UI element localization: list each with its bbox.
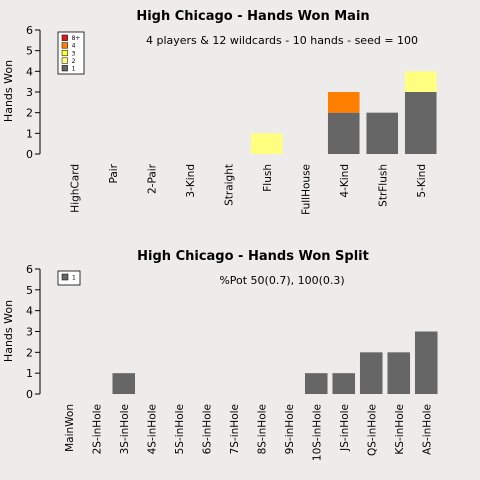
main-legend-swatch: [61, 49, 68, 57]
split-bar-1: [414, 331, 438, 394]
split-y-tick-label: 6: [26, 263, 33, 276]
main-category-label: 4-Kind: [339, 164, 351, 198]
main-y-tick-label: 2: [26, 107, 33, 120]
split-category-label: JS-inHole: [339, 404, 351, 452]
main-category-label: 3-Kind: [185, 164, 197, 198]
main-legend-label: 8+: [72, 35, 81, 42]
main-category-label: Pair: [108, 163, 120, 183]
split-category-label: 3S-inHole: [119, 404, 131, 454]
split-legend-label: 1: [72, 275, 76, 282]
main-chart-ylabel: Hands Won: [2, 60, 15, 122]
split-chart-title: High Chicago - Hands Won Split: [137, 249, 369, 264]
main-legend-swatch: [61, 42, 68, 49]
main-category-label: 2-Pair: [146, 163, 158, 194]
main-category-label: Flush: [262, 164, 274, 192]
split-bar-1: [359, 352, 383, 394]
split-chart-ylabel: Hands Won: [2, 300, 15, 362]
split-category-label: 4S-inHole: [146, 404, 158, 454]
split-legend-swatch: [61, 273, 69, 281]
split-chart: High Chicago - Hands Won Split %Pot 50(0…: [2, 249, 438, 461]
main-chart-title: High Chicago - Hands Won Main: [136, 9, 369, 24]
split-category-label: MainWon: [64, 404, 76, 452]
split-bar-1: [332, 373, 356, 394]
main-legend-label: 3: [72, 50, 76, 57]
main-bar-1: [327, 112, 360, 154]
main-y-tick-label: 4: [26, 65, 33, 78]
split-category-label: 5S-inHole: [174, 404, 186, 454]
main-category-label: Straight: [223, 164, 235, 206]
main-legend-label: 1: [72, 66, 76, 73]
split-category-label: KS-inHole: [394, 404, 406, 455]
split-y-tick-label: 1: [26, 367, 33, 380]
main-y-tick-label: 3: [26, 86, 33, 99]
main-bar-2: [404, 71, 437, 92]
split-y-tick-label: 2: [26, 346, 33, 359]
main-legend-swatch: [61, 34, 68, 41]
split-chart-subtitle: %Pot 50(0.7), 100(0.3): [219, 274, 344, 287]
main-bar-4: [327, 92, 360, 113]
main-category-label: FullHouse: [300, 164, 312, 215]
main-bar-1: [404, 92, 437, 154]
main-legend-swatch: [61, 57, 68, 64]
split-bar-1: [387, 352, 411, 394]
split-y-tick-label: 5: [26, 284, 33, 297]
main-legend-label: 4: [72, 43, 76, 50]
split-bar-1: [112, 373, 136, 394]
main-bar-2: [250, 133, 283, 154]
main-chart: High Chicago - Hands Won Main 4 players …: [2, 9, 437, 215]
split-category-label: QS-inHole: [366, 404, 378, 456]
split-legend-box: [57, 270, 81, 286]
split-y-tick-label: 0: [26, 388, 33, 401]
main-y-tick-label: 6: [26, 24, 33, 37]
split-category-label: 7S-inHole: [229, 404, 241, 454]
main-y-tick-label: 5: [26, 45, 33, 58]
main-category-label: 5-Kind: [416, 164, 428, 198]
main-y-tick-label: 0: [26, 148, 33, 161]
main-chart-subtitle: 4 players & 12 wildcards - 10 hands - se…: [146, 34, 418, 47]
main-bar-1: [366, 112, 399, 154]
split-category-label: 6S-inHole: [201, 404, 213, 454]
split-category-label: 9S-inHole: [284, 404, 296, 454]
main-category-label: StrFlush: [377, 164, 389, 207]
main-legend-label: 2: [72, 58, 76, 65]
main-legend-swatch: [61, 65, 68, 72]
split-bar-1: [304, 373, 328, 394]
split-category-label: 10S-inHole: [311, 404, 323, 461]
split-y-tick-label: 4: [26, 305, 33, 318]
split-y-tick-label: 3: [26, 326, 33, 339]
split-category-label: 2S-inHole: [91, 404, 103, 454]
split-category-label: AS-inHole: [421, 404, 433, 455]
main-y-tick-label: 1: [26, 127, 33, 140]
split-category-label: 8S-inHole: [256, 404, 268, 454]
main-category-label: HighCard: [69, 164, 81, 213]
